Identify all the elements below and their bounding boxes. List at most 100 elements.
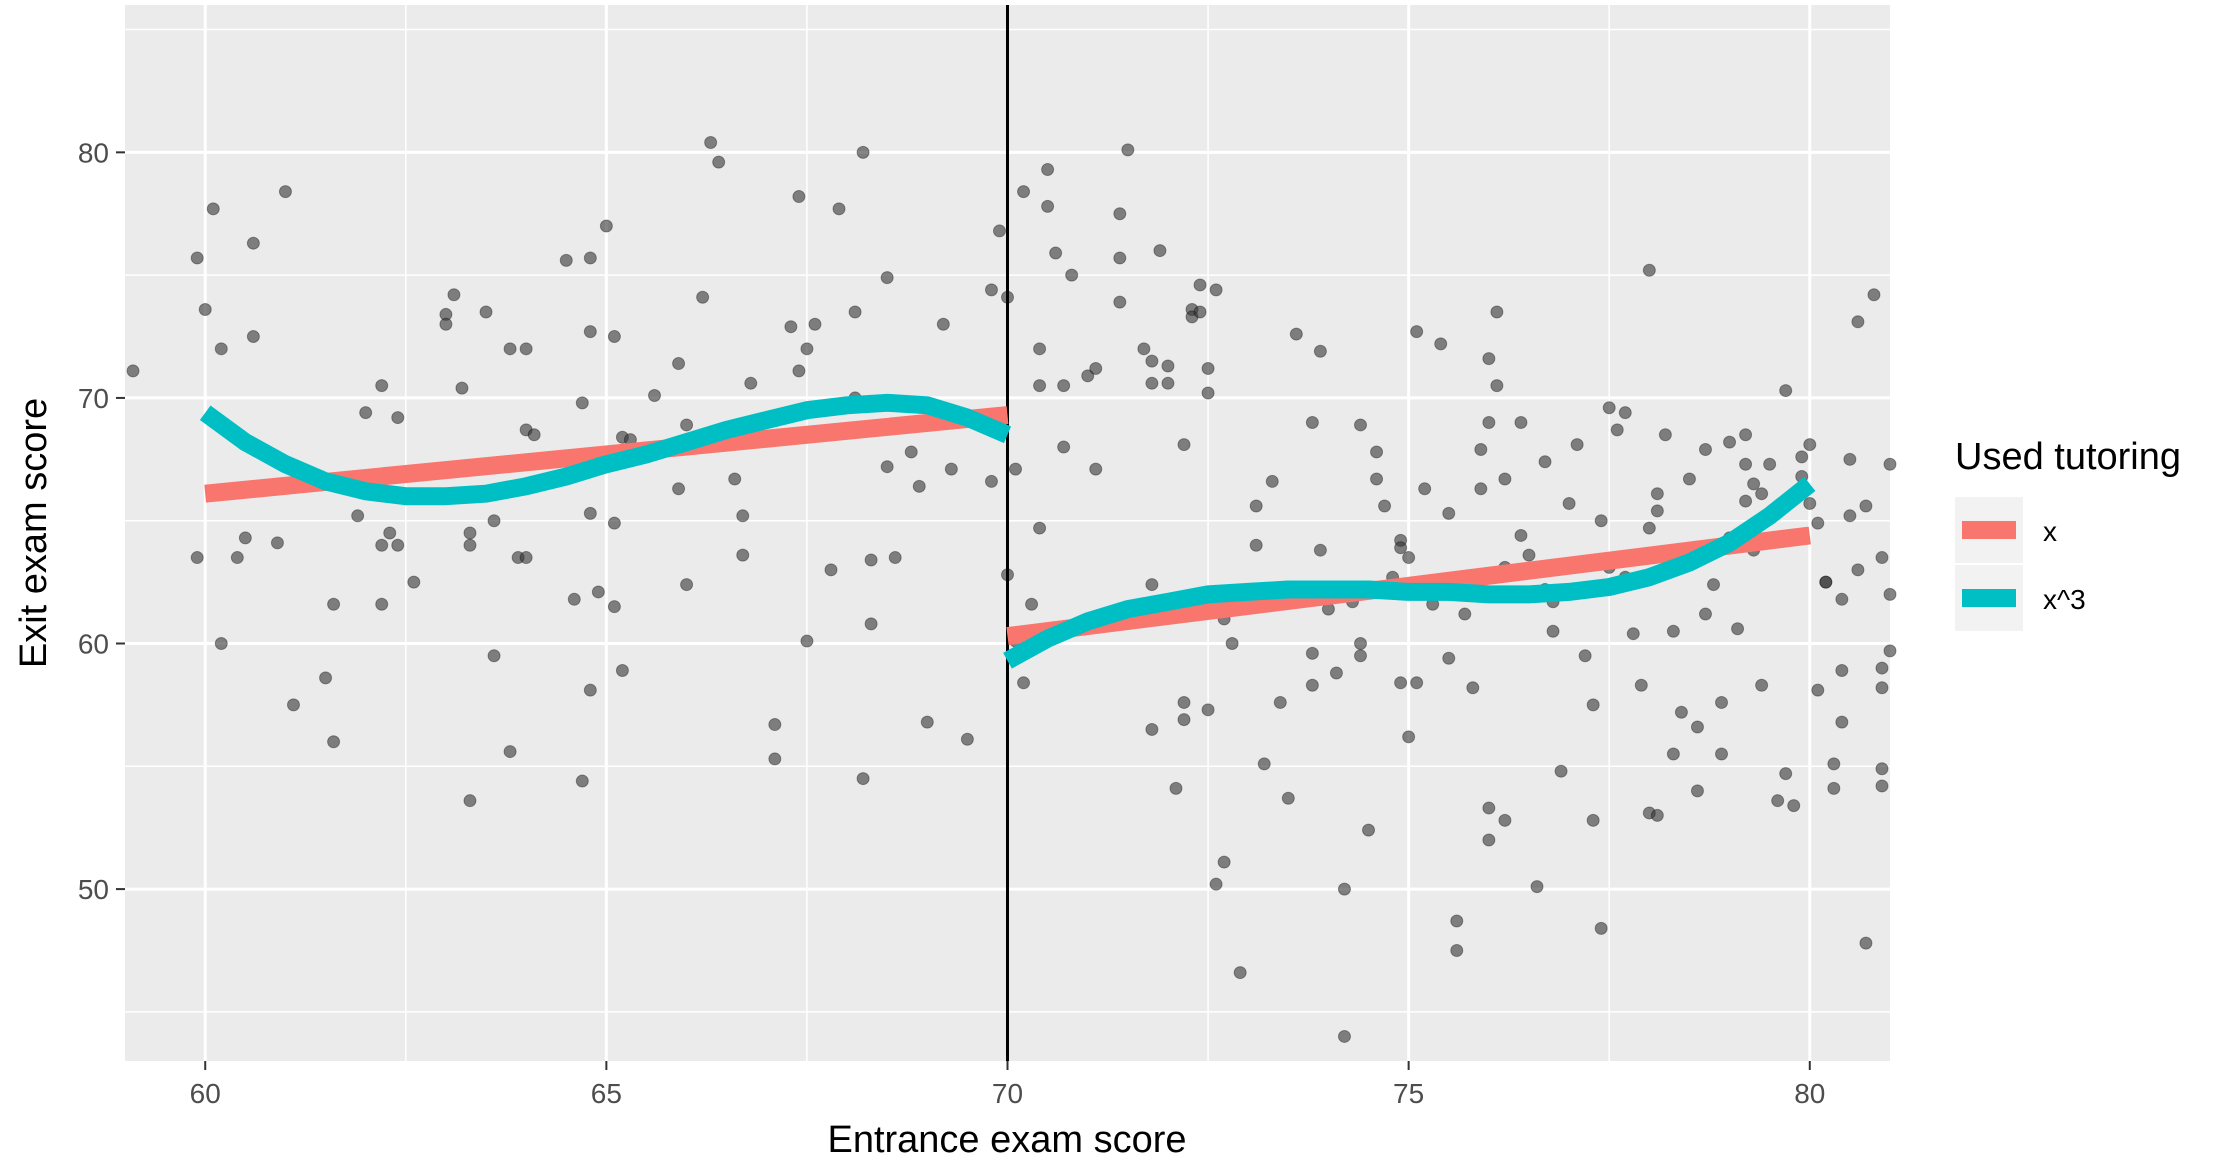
data-point bbox=[1811, 683, 1825, 697]
data-point bbox=[1337, 882, 1351, 896]
fit-lines bbox=[199, 393, 1816, 669]
data-point bbox=[880, 271, 894, 285]
data-point bbox=[1394, 676, 1408, 690]
data-point bbox=[1690, 784, 1704, 798]
data-point bbox=[519, 342, 533, 356]
data-point bbox=[784, 320, 798, 334]
data-point bbox=[1698, 443, 1712, 457]
data-point bbox=[1033, 379, 1047, 393]
data-point bbox=[503, 745, 517, 759]
data-point bbox=[1747, 477, 1761, 491]
data-point bbox=[1610, 423, 1624, 437]
y-tick-label: 50 bbox=[78, 874, 109, 905]
data-point bbox=[1859, 499, 1873, 513]
data-point bbox=[487, 649, 501, 663]
data-point bbox=[1065, 268, 1079, 282]
data-point bbox=[447, 288, 461, 302]
data-point bbox=[1089, 361, 1103, 375]
data-point bbox=[583, 506, 597, 520]
data-point bbox=[1017, 676, 1031, 690]
data-point bbox=[1538, 455, 1552, 469]
data-point bbox=[1201, 386, 1215, 400]
data-point bbox=[599, 219, 613, 233]
data-point bbox=[1715, 695, 1729, 709]
data-point bbox=[1715, 747, 1729, 761]
data-point bbox=[960, 732, 974, 746]
data-point bbox=[1827, 781, 1841, 795]
data-point bbox=[190, 551, 204, 565]
data-point bbox=[712, 155, 726, 169]
data-point bbox=[575, 396, 589, 410]
data-point bbox=[1370, 472, 1384, 486]
data-point bbox=[286, 698, 300, 712]
data-point bbox=[832, 202, 846, 216]
data-point bbox=[1418, 482, 1432, 496]
data-point bbox=[1113, 295, 1127, 309]
data-point bbox=[1498, 472, 1512, 486]
data-point bbox=[736, 548, 750, 562]
data-point bbox=[1313, 344, 1327, 358]
data-point bbox=[1009, 462, 1023, 476]
data-point bbox=[1602, 401, 1616, 415]
data-point bbox=[944, 462, 958, 476]
data-point bbox=[246, 330, 260, 344]
data-point bbox=[1698, 607, 1712, 621]
fit-line-cubic bbox=[1003, 476, 1816, 669]
data-point bbox=[214, 637, 228, 651]
data-point bbox=[648, 388, 661, 402]
legend: Used tutoring x x^3 bbox=[1955, 436, 2181, 631]
data-point bbox=[856, 772, 870, 786]
data-point bbox=[1025, 597, 1039, 611]
data-point bbox=[607, 516, 621, 530]
data-point bbox=[1169, 781, 1183, 795]
data-point bbox=[1586, 813, 1600, 827]
data-point bbox=[824, 563, 838, 577]
data-point bbox=[1859, 936, 1873, 950]
data-point bbox=[230, 551, 244, 565]
data-point bbox=[1402, 551, 1416, 565]
data-point bbox=[992, 224, 1006, 238]
data-point bbox=[1755, 678, 1769, 692]
data-point bbox=[680, 578, 694, 592]
data-point bbox=[984, 283, 998, 297]
data-point bbox=[1177, 695, 1191, 709]
data-point bbox=[744, 376, 758, 390]
x-axis-title: Entrance exam score bbox=[827, 1119, 1186, 1161]
data-point bbox=[1634, 678, 1648, 692]
y-axis-title: Exit exam score bbox=[13, 398, 55, 668]
data-point bbox=[912, 479, 926, 493]
y-tick-label: 70 bbox=[78, 383, 109, 414]
data-point bbox=[1402, 730, 1416, 744]
legend-title: Used tutoring bbox=[1955, 436, 2181, 478]
data-point bbox=[1618, 406, 1632, 420]
data-point bbox=[1851, 315, 1865, 329]
data-point bbox=[1257, 757, 1271, 771]
data-point bbox=[1305, 646, 1319, 660]
data-point bbox=[1113, 251, 1127, 265]
data-point bbox=[1658, 428, 1672, 442]
data-point bbox=[319, 671, 333, 685]
data-point bbox=[1787, 799, 1801, 813]
fit-line-cubic bbox=[199, 393, 1012, 506]
data-point bbox=[246, 236, 260, 250]
data-point bbox=[1883, 587, 1897, 601]
data-point bbox=[1626, 627, 1640, 641]
data-point bbox=[1875, 681, 1889, 695]
data-point bbox=[1193, 278, 1207, 292]
x-tick-label: 75 bbox=[1393, 1078, 1424, 1109]
data-point bbox=[1370, 445, 1384, 459]
data-point bbox=[1674, 705, 1688, 719]
data-point bbox=[1482, 352, 1496, 366]
x-tick-label: 70 bbox=[992, 1078, 1023, 1109]
data-point bbox=[1177, 713, 1191, 727]
data-point bbox=[1113, 207, 1127, 221]
data-point bbox=[728, 472, 742, 486]
data-point bbox=[1033, 342, 1047, 356]
data-point bbox=[864, 553, 878, 567]
data-point bbox=[1875, 762, 1889, 776]
data-point bbox=[1803, 497, 1817, 511]
data-point bbox=[583, 251, 597, 265]
data-point bbox=[1739, 494, 1753, 508]
data-point bbox=[1474, 443, 1488, 457]
data-point bbox=[1474, 482, 1488, 496]
